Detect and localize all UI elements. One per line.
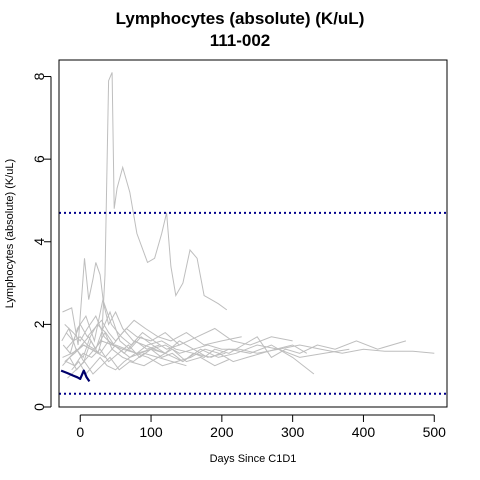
x-tick-label: 0 (76, 424, 84, 440)
x-tick-label: 300 (281, 424, 305, 440)
background-series-line (65, 319, 293, 346)
y-tick-label: 2 (31, 320, 47, 328)
x-tick-label: 200 (210, 424, 234, 440)
y-axis: 0 2 4 6 8 (31, 72, 52, 411)
x-tick-label: 400 (352, 424, 376, 440)
chart-subtitle: 111-002 (209, 31, 271, 50)
x-tick-label: 100 (139, 424, 163, 440)
background-series-line (62, 72, 228, 358)
y-tick-label: 0 (31, 403, 47, 411)
background-series-line (67, 356, 187, 379)
y-tick-label: 6 (31, 155, 47, 163)
y-tick-label: 4 (31, 238, 47, 246)
background-series-group (61, 72, 435, 379)
y-axis-label: Lymphocytes (absolute) (K/uL) (4, 159, 16, 308)
background-series-line (62, 297, 180, 355)
x-tick-label: 500 (423, 424, 447, 440)
background-series-line (65, 344, 350, 367)
y-tick-label: 8 (31, 72, 47, 80)
background-series-line (64, 315, 242, 346)
background-series-line (61, 323, 160, 359)
highlight-series-group (60, 369, 91, 383)
highlight-series-line (60, 369, 91, 383)
chart-title: Lymphocytes (absolute) (K/uL) (115, 9, 365, 28)
plot-frame (58, 59, 448, 408)
background-series-line (74, 310, 226, 358)
background-series-line (71, 344, 308, 375)
x-axis-label: Days Since C1D1 (210, 453, 297, 465)
x-axis: 0 100 200 300 400 500 (76, 414, 447, 440)
